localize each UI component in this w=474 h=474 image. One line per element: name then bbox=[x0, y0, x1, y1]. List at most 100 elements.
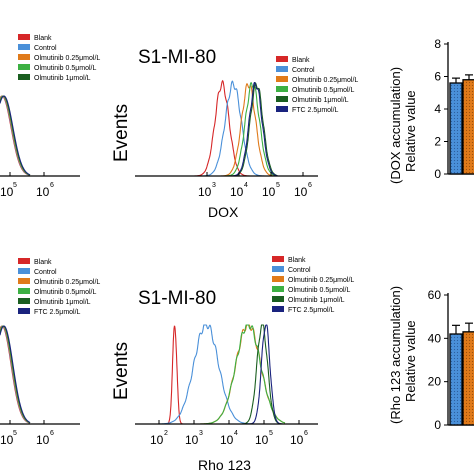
legend-label: Olmutinib 0.25μmol/L bbox=[34, 279, 100, 286]
x-tick-label: 10 bbox=[198, 185, 212, 199]
legend-item: Olmutinib 0.5μmol/L bbox=[18, 288, 96, 296]
bar-y-tick-label: 4 bbox=[434, 102, 441, 116]
rho-bar-y-label-line1: (Rho 123 accumulation) bbox=[388, 286, 403, 424]
dox-histogram-panel: S1-MI-80 Events 10 3 10 4 10 5 10 6 DOX bbox=[111, 47, 318, 220]
legend-swatch bbox=[272, 296, 284, 302]
legend-swatch bbox=[18, 74, 30, 80]
legend-item: Olmutinib 0.5μmol/L bbox=[18, 64, 96, 72]
legend-label: Control bbox=[288, 267, 311, 274]
legend-label: Olmutinib 0.25μmol/L bbox=[292, 77, 358, 84]
left-partial-tick-label: 10 bbox=[0, 185, 14, 199]
bar-y-tick-label: 2 bbox=[434, 135, 441, 149]
histogram-curve-4 bbox=[159, 324, 285, 425]
legend-label: Olmutinib 0.25μmol/L bbox=[34, 55, 100, 62]
histogram-curve-5 bbox=[159, 324, 285, 425]
legend-label: FTC 2.5μmol/L bbox=[292, 107, 339, 114]
dox-x-ticks: 10 3 10 4 10 5 10 6 bbox=[198, 172, 312, 199]
x-tick-label: 10 bbox=[255, 433, 269, 447]
dox-bars bbox=[449, 74, 474, 175]
legend-item: Olmutinib 0.25μmol/L bbox=[272, 276, 354, 284]
legend-label: Blank bbox=[34, 35, 52, 42]
left-partial-tick-exponent: 5 bbox=[13, 430, 17, 437]
bar-1 bbox=[462, 331, 474, 426]
histogram-curve-2 bbox=[159, 324, 286, 425]
legend-swatch bbox=[272, 266, 284, 272]
x-tick-exponent: 4 bbox=[234, 430, 238, 437]
legend-item: Olmutinib 1μmol/L bbox=[18, 74, 91, 82]
dox-x-axis-label: DOX bbox=[208, 204, 239, 220]
histogram-curve-0 bbox=[159, 325, 285, 425]
legend-label: Blank bbox=[34, 259, 52, 266]
legend-swatch bbox=[18, 258, 30, 264]
legend-label: Olmutinib 0.5μmol/L bbox=[34, 289, 96, 296]
dox-chart-title: S1-MI-80 bbox=[138, 47, 216, 68]
rho-x-ticks: 10 2 10 3 10 4 10 5 10 6 bbox=[150, 420, 308, 447]
x-tick-exponent: 3 bbox=[199, 430, 203, 437]
partial-curve-5 bbox=[0, 325, 31, 423]
legend-label: Control bbox=[34, 45, 57, 52]
legend-label: Olmutinib 1μmol/L bbox=[292, 97, 349, 104]
legend-item: Olmutinib 0.25μmol/L bbox=[18, 54, 100, 62]
left-partial-tick-exponent: 6 bbox=[50, 182, 54, 189]
legend-item: Olmutinib 0.5μmol/L bbox=[272, 286, 350, 294]
legend-swatch bbox=[276, 96, 288, 102]
legend-top-right: Blank Control Olmutinib 0.25μmol/L Olmut… bbox=[276, 56, 358, 114]
legend-item: FTC 2.5μmol/L bbox=[276, 106, 339, 114]
x-tick-exponent: 5 bbox=[269, 430, 273, 437]
legend-swatch bbox=[272, 256, 284, 262]
legend-swatch bbox=[18, 268, 30, 274]
legend-item: Blank bbox=[276, 56, 310, 64]
legend-swatch bbox=[276, 86, 288, 92]
legend-item: Blank bbox=[18, 34, 52, 42]
bar-1 bbox=[462, 79, 474, 175]
legend-label: Blank bbox=[292, 57, 310, 64]
x-tick-exponent: 3 bbox=[212, 182, 216, 189]
legend-item: Olmutinib 1μmol/L bbox=[272, 296, 345, 304]
rho-y-axis-label: Events bbox=[111, 342, 132, 400]
dox-bar-y-label-line2: Relative value bbox=[403, 90, 418, 172]
histogram-curve-1 bbox=[159, 324, 285, 425]
legend-swatch bbox=[272, 276, 284, 282]
rho-histogram-curves bbox=[159, 324, 286, 425]
legend-item: Blank bbox=[18, 258, 52, 266]
legend-top-left: Blank Control Olmutinib 0.25μmol/L Olmut… bbox=[18, 34, 100, 82]
legend-label: Olmutinib 0.5μmol/L bbox=[288, 287, 350, 294]
rho-bar-chart: (Rho 123 accumulation) Relative value 0 2… bbox=[388, 286, 474, 432]
legend-item: Olmutinib 1μmol/L bbox=[276, 96, 349, 104]
legend-label: Olmutinib 1μmol/L bbox=[34, 75, 91, 82]
x-tick-exponent: 4 bbox=[244, 182, 248, 189]
legend-swatch bbox=[272, 306, 284, 312]
left-partial-tick-exponent: 6 bbox=[50, 430, 54, 437]
legend-item: Olmutinib 0.25μmol/L bbox=[276, 76, 358, 84]
x-tick-label: 10 bbox=[294, 185, 308, 199]
legend-label: Control bbox=[292, 67, 315, 74]
legend-item: Olmutinib 0.25μmol/L bbox=[18, 278, 100, 286]
legend-swatch bbox=[276, 106, 288, 112]
legend-swatch bbox=[18, 34, 30, 40]
dox-bar-y-ticks: 0 2 4 6 8 bbox=[434, 37, 448, 181]
left-partial-tick-label: 10 bbox=[36, 185, 50, 199]
legend-swatch bbox=[18, 298, 30, 304]
left-partial-curves-bottom bbox=[0, 325, 31, 424]
legend-swatch bbox=[18, 54, 30, 60]
histogram-curve-3 bbox=[159, 324, 286, 425]
x-tick-label: 10 bbox=[185, 433, 199, 447]
rho-bar-y-ticks: 0 20 40 60 bbox=[428, 288, 448, 432]
legend-swatch bbox=[18, 278, 30, 284]
legend-item: Blank bbox=[272, 256, 306, 264]
bar-0 bbox=[449, 333, 463, 426]
legend-swatch bbox=[276, 56, 288, 62]
legend-label: Olmutinib 0.25μmol/L bbox=[288, 277, 354, 284]
legend-item: Olmutinib 0.5μmol/L bbox=[276, 86, 354, 94]
rho-bars bbox=[449, 322, 474, 426]
dox-y-axis-label: Events bbox=[111, 104, 132, 162]
legend-item: Olmutinib 1μmol/L bbox=[18, 298, 91, 306]
dox-histogram-curves bbox=[194, 79, 278, 177]
x-tick-exponent: 5 bbox=[276, 182, 280, 189]
legend-label: Olmutinib 1μmol/L bbox=[288, 297, 345, 304]
left-partial-tick-label: 10 bbox=[0, 433, 14, 447]
bar-y-tick-label: 20 bbox=[428, 375, 442, 389]
legend-bottom-right: Blank Control Olmutinib 0.25μmol/L Olmut… bbox=[272, 256, 354, 314]
left-partial-tick-exponent: 5 bbox=[13, 182, 17, 189]
dox-bar-chart: (DOX accumulation) Relative value 0 2 4 6 8 bbox=[388, 37, 474, 184]
